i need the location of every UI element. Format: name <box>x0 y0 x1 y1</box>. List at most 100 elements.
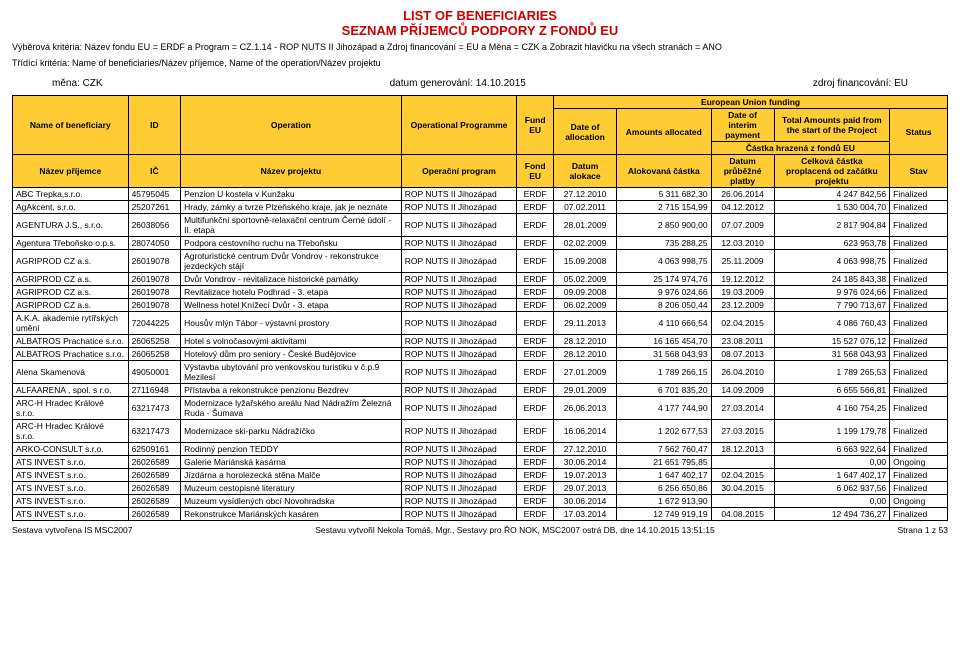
meta-row: měna: CZK datum generování: 14.10.2015 z… <box>52 78 908 89</box>
table-cell: 15.09.2008 <box>554 250 617 273</box>
table-cell: 6 062 937,56 <box>774 482 890 495</box>
table-cell: Finalized <box>890 299 948 312</box>
col-date-alloc-cz: Datum alokace <box>554 155 617 188</box>
table-cell: Finalized <box>890 482 948 495</box>
table-cell: Modernizace lyžařského areálu Nad Nádraž… <box>181 397 402 420</box>
table-cell: 16.06.2014 <box>554 420 617 443</box>
table-row: Alena Skamenová49050001Výstavba ubytován… <box>13 361 948 384</box>
table-row: ATS INVEST s.r.o.26026589Galerie Mariáns… <box>13 456 948 469</box>
table-cell: ROP NUTS II Jihozápad <box>401 495 517 508</box>
table-cell: 26019078 <box>128 286 181 299</box>
table-cell: Ongoing <box>890 456 948 469</box>
table-row: ABC Trepka,s.r.o.45795045Penzion U koste… <box>13 188 948 201</box>
table-cell: ERDF <box>517 201 554 214</box>
table-cell: Finalized <box>890 250 948 273</box>
table-cell: 4 110 666,54 <box>617 312 712 335</box>
table-cell: ERDF <box>517 482 554 495</box>
table-cell: Ongoing <box>890 495 948 508</box>
table-cell: 26019078 <box>128 250 181 273</box>
table-cell: 49050001 <box>128 361 181 384</box>
table-cell: 63217473 <box>128 420 181 443</box>
table-cell: 26026589 <box>128 482 181 495</box>
table-cell: 4 177 744,90 <box>617 397 712 420</box>
table-cell: Revitalizace hotelu Podhrad - 3. etapa <box>181 286 402 299</box>
table-cell: ROP NUTS II Jihozápad <box>401 443 517 456</box>
table-row: A.K.A. akademie rytířských umění72044225… <box>13 312 948 335</box>
table-cell: Hotelový dům pro seniory - České Budějov… <box>181 348 402 361</box>
col-fund-cz: Fond EU <box>517 155 554 188</box>
table-cell: 25207261 <box>128 201 181 214</box>
table-cell: 07.02.2011 <box>554 201 617 214</box>
table-cell: ARC-H Hradec Králové s.r.o. <box>13 420 129 443</box>
table-row: AGRIPROD CZ a.s.26019078Agroturistické c… <box>13 250 948 273</box>
table-cell: 27.01.2009 <box>554 361 617 384</box>
table-cell: Finalized <box>890 201 948 214</box>
col-interim-en: Date of interim payment <box>711 109 774 142</box>
table-cell: ROP NUTS II Jihozápad <box>401 214 517 237</box>
table-cell: ROP NUTS II Jihozápad <box>401 286 517 299</box>
table-cell: ALBATROS Prachatice s.r.o. <box>13 348 129 361</box>
table-cell: 15 527 076,12 <box>774 335 890 348</box>
table-cell: 735 288,25 <box>617 237 712 250</box>
table-cell: Finalized <box>890 443 948 456</box>
table-cell: ERDF <box>517 335 554 348</box>
table-cell: AGRIPROD CZ a.s. <box>13 273 129 286</box>
table-cell: Muzeum cestopisné literatury <box>181 482 402 495</box>
table-cell: ERDF <box>517 348 554 361</box>
table-cell: 24 185 843,38 <box>774 273 890 286</box>
table-cell: 26.06.2014 <box>711 188 774 201</box>
table-cell: Finalized <box>890 508 948 521</box>
table-cell: Rodinný penzion TEDDY <box>181 443 402 456</box>
table-cell: ARKO-CONSULT s.r.o. <box>13 443 129 456</box>
table-cell: AGRIPROD CZ a.s. <box>13 250 129 273</box>
table-cell: Výstavba ubytování pro venkovskou turist… <box>181 361 402 384</box>
table-row: AGRIPROD CZ a.s.26019078Revitalizace hot… <box>13 286 948 299</box>
footer-left: Sestava vytvořena IS MSC2007 <box>12 525 132 535</box>
table-cell: 25.11.2009 <box>711 250 774 273</box>
table-cell: 6 701 835,20 <box>617 384 712 397</box>
table-cell: ERDF <box>517 508 554 521</box>
table-cell: Rekonstrukce Mariánských kasáren <box>181 508 402 521</box>
table-cell: 27.03.2015 <box>711 420 774 443</box>
meta-generated: datum generování: 14.10.2015 <box>390 78 526 89</box>
table-cell: 7 790 713,67 <box>774 299 890 312</box>
table-cell: 27.03.2014 <box>711 397 774 420</box>
table-cell: 9 976 024,66 <box>774 286 890 299</box>
table-row: ARKO-CONSULT s.r.o.62509161Rodinný penzi… <box>13 443 948 456</box>
table-cell: 1 202 677,53 <box>617 420 712 443</box>
table-cell: 23.12.2009 <box>711 299 774 312</box>
table-cell: 12 749 919,19 <box>617 508 712 521</box>
table-cell: 5 311 682,30 <box>617 188 712 201</box>
table-cell: 26019078 <box>128 273 181 286</box>
col-programme-cz: Operační program <box>401 155 517 188</box>
table-cell: Finalized <box>890 469 948 482</box>
table-cell: ROP NUTS II Jihozápad <box>401 508 517 521</box>
table-cell: ROP NUTS II Jihozápad <box>401 420 517 443</box>
table-cell: 04.08.2015 <box>711 508 774 521</box>
col-beneficiary-cz: Název příjemce <box>13 155 129 188</box>
table-cell: ROP NUTS II Jihozápad <box>401 237 517 250</box>
table-cell: ATS INVEST s.r.o. <box>13 482 129 495</box>
table-cell: 31 568 043,93 <box>774 348 890 361</box>
table-cell: 27.12.2010 <box>554 443 617 456</box>
table-cell: 1 647 402,17 <box>617 469 712 482</box>
table-cell: 28.01.2009 <box>554 214 617 237</box>
table-cell: 29.11.2013 <box>554 312 617 335</box>
table-cell: ABC Trepka,s.r.o. <box>13 188 129 201</box>
table-cell: ERDF <box>517 286 554 299</box>
table-cell: Modernizace ski-parku Nádražíčko <box>181 420 402 443</box>
table-cell: AGRIPROD CZ a.s. <box>13 286 129 299</box>
table-cell: ATS INVEST s.r.o. <box>13 495 129 508</box>
criteria-2: Třídící kritéria: Name of beneficiaries/… <box>12 58 948 68</box>
table-cell: ROP NUTS II Jihozápad <box>401 312 517 335</box>
table-row: ATS INVEST s.r.o.26026589Rekonstrukce Ma… <box>13 508 948 521</box>
table-cell: Finalized <box>890 420 948 443</box>
table-row: ALBATROS Prachatice s.r.o.26065258Hotelo… <box>13 348 948 361</box>
table-cell: ROP NUTS II Jihozápad <box>401 335 517 348</box>
table-row: ALBATROS Prachatice s.r.o.26065258Hotel … <box>13 335 948 348</box>
table-cell: Agroturistické centrum Dvůr Vondrov - re… <box>181 250 402 273</box>
table-cell: A.K.A. akademie rytířských umění <box>13 312 129 335</box>
table-cell: 4 063 998,75 <box>617 250 712 273</box>
footer: Sestava vytvořena IS MSC2007 Sestavu vyt… <box>12 525 948 535</box>
table-cell: 27116948 <box>128 384 181 397</box>
